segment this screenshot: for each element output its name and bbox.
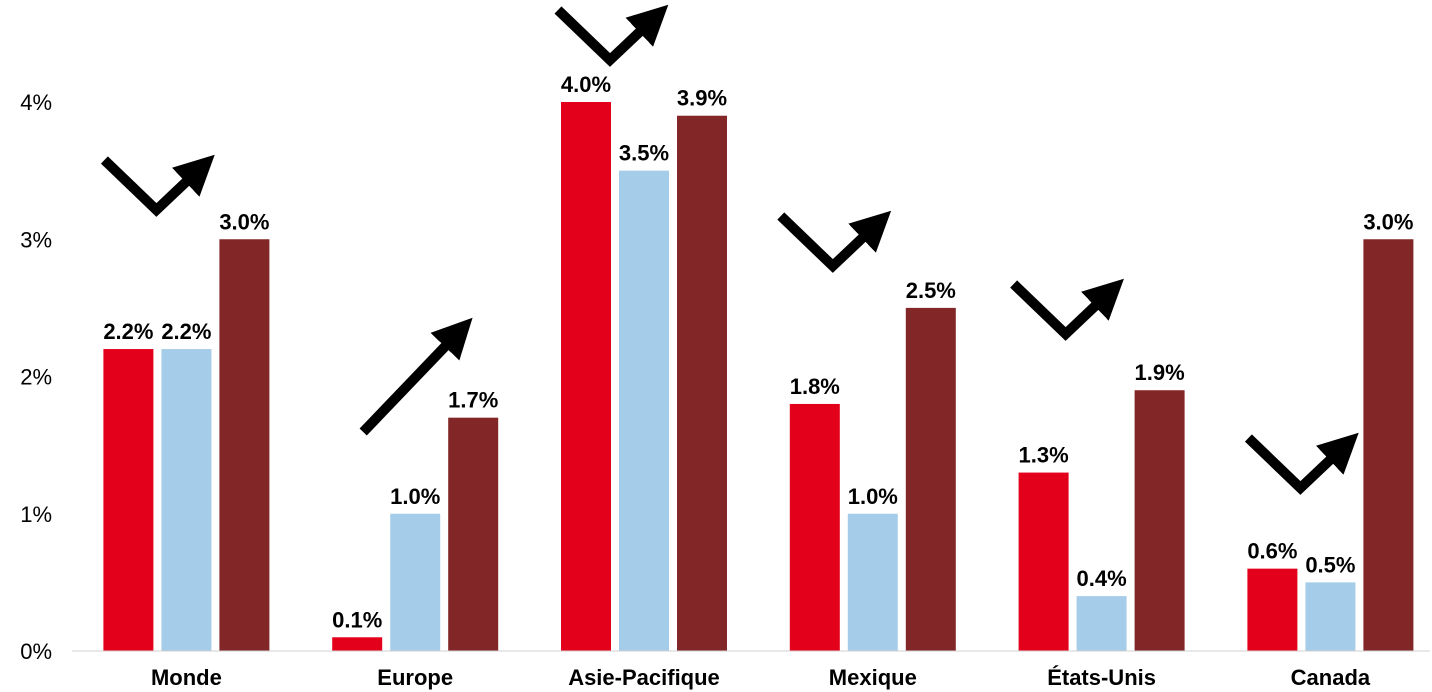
x-tick-label: Canada: [1291, 665, 1371, 690]
bar: [789, 403, 840, 651]
data-label: 1.0%: [848, 484, 898, 509]
data-label: 2.2%: [103, 319, 153, 344]
bar: [1363, 239, 1414, 651]
x-tick-label: États-Unis: [1047, 665, 1156, 690]
data-label: 1.7%: [448, 388, 498, 413]
bar: [1305, 582, 1356, 651]
check-arrow-icon: [1244, 432, 1359, 495]
data-label: 1.0%: [390, 484, 440, 509]
check-arrow-icon: [1010, 278, 1124, 341]
data-label: 0.4%: [1077, 566, 1127, 591]
bar: [905, 307, 956, 651]
bar: [448, 417, 499, 651]
data-label: 2.2%: [161, 319, 211, 344]
bar: [332, 637, 383, 651]
data-label: 4.0%: [561, 72, 611, 97]
data-label: 3.0%: [1363, 209, 1413, 234]
bar: [219, 239, 270, 651]
check-arrow-icon: [554, 4, 669, 67]
bar: [1076, 596, 1127, 651]
data-label: 0.5%: [1305, 552, 1355, 577]
data-label: 0.1%: [332, 607, 382, 632]
data-label: 3.0%: [219, 209, 269, 234]
x-tick-label: Europe: [377, 665, 453, 690]
x-axis-ticks: Monde Europe Asie-Pacifique Mexique États-Un…: [151, 665, 1371, 690]
data-labels: 2.2% 2.2% 3.0% 0.1% 1.0% 1.7% 4.0% 3.5% 3.9% 1.8%…: [103, 72, 1413, 632]
y-tick-label: 0%: [20, 639, 52, 664]
data-label: 1.8%: [790, 374, 840, 399]
data-label: 3.5%: [619, 141, 669, 166]
data-label: 3.9%: [677, 86, 727, 111]
bar: [390, 513, 441, 651]
x-tick-label: Mexique: [829, 665, 917, 690]
x-tick-label: Asie-Pacifique: [568, 665, 720, 690]
y-tick-label: 4%: [20, 90, 52, 115]
x-tick-label: Monde: [151, 665, 222, 690]
data-label: 1.3%: [1019, 443, 1069, 468]
y-tick-label: 3%: [20, 227, 52, 252]
data-label: 0.6%: [1247, 539, 1297, 564]
bars: [103, 102, 1414, 652]
y-axis-ticks: 0% 1% 2% 3% 4%: [20, 90, 52, 664]
bar: [161, 349, 212, 651]
bar: [1247, 568, 1298, 651]
bar: [1018, 472, 1069, 651]
y-tick-label: 1%: [20, 502, 52, 527]
check-arrow-icon: [777, 210, 892, 273]
bar: [103, 349, 154, 651]
bar: [1134, 390, 1185, 651]
y-tick-label: 2%: [20, 365, 52, 390]
data-label: 1.9%: [1135, 360, 1185, 385]
bar: [561, 102, 611, 651]
data-label: 2.5%: [906, 278, 956, 303]
up-arrow-icon: [359, 317, 473, 436]
bar: [847, 513, 898, 651]
check-arrow-icon: [100, 154, 215, 217]
trend-arrows: [100, 4, 1359, 495]
bar: [619, 170, 669, 651]
bar: [677, 115, 727, 652]
